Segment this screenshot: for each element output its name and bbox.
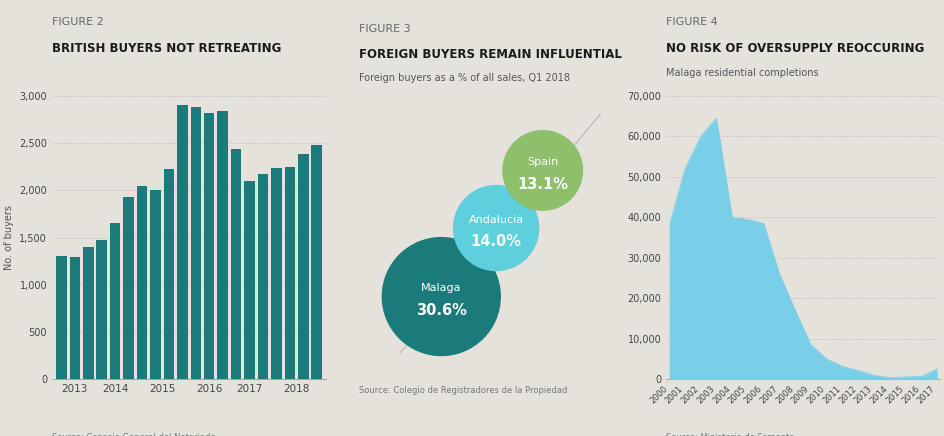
Text: 30.6%: 30.6% bbox=[415, 303, 466, 318]
Bar bbox=[150, 191, 160, 379]
Text: FIGURE 4: FIGURE 4 bbox=[666, 17, 717, 27]
Bar bbox=[230, 149, 241, 379]
Bar bbox=[297, 153, 308, 379]
Text: 13.1%: 13.1% bbox=[516, 177, 567, 192]
Text: Malaga: Malaga bbox=[421, 283, 461, 293]
Bar bbox=[96, 239, 107, 379]
Bar bbox=[312, 145, 322, 379]
Bar bbox=[271, 168, 281, 379]
Bar bbox=[124, 197, 134, 379]
Text: Andalucia: Andalucia bbox=[468, 215, 523, 225]
Text: NO RISK OF OVERSUPPLY REOCCURING: NO RISK OF OVERSUPPLY REOCCURING bbox=[666, 42, 923, 55]
Bar bbox=[177, 106, 187, 379]
Bar bbox=[204, 113, 214, 379]
Bar bbox=[258, 174, 268, 379]
Bar bbox=[56, 255, 67, 379]
Bar bbox=[163, 169, 174, 379]
Text: FIGURE 3: FIGURE 3 bbox=[359, 24, 411, 34]
Text: Spain: Spain bbox=[527, 157, 558, 167]
Text: 14.0%: 14.0% bbox=[470, 234, 521, 249]
Text: FOREIGN BUYERS REMAIN INFLUENTIAL: FOREIGN BUYERS REMAIN INFLUENTIAL bbox=[359, 48, 621, 61]
Text: Foreign buyers as a % of all sales, Q1 2018: Foreign buyers as a % of all sales, Q1 2… bbox=[359, 73, 569, 83]
Bar bbox=[284, 167, 295, 379]
Bar bbox=[70, 257, 80, 379]
Text: Malaga residential completions: Malaga residential completions bbox=[666, 68, 818, 78]
Circle shape bbox=[502, 131, 582, 210]
Bar bbox=[217, 111, 228, 379]
Text: Source: Ministerio de Fomento: Source: Ministerio de Fomento bbox=[666, 433, 794, 436]
Bar bbox=[244, 181, 255, 379]
Y-axis label: No. of buyers: No. of buyers bbox=[4, 205, 13, 270]
Bar bbox=[137, 186, 147, 379]
Bar bbox=[110, 224, 120, 379]
Text: Source: Colegio de Registradores de la Propiedad: Source: Colegio de Registradores de la P… bbox=[359, 386, 566, 395]
Bar bbox=[83, 247, 93, 379]
Circle shape bbox=[453, 186, 538, 270]
Text: Source: Consejo General del Notariado: Source: Consejo General del Notariado bbox=[52, 433, 215, 436]
Text: FIGURE 2: FIGURE 2 bbox=[52, 17, 104, 27]
Circle shape bbox=[382, 238, 499, 355]
Text: BRITISH BUYERS NOT RETREATING: BRITISH BUYERS NOT RETREATING bbox=[52, 42, 281, 55]
Bar bbox=[191, 107, 201, 379]
